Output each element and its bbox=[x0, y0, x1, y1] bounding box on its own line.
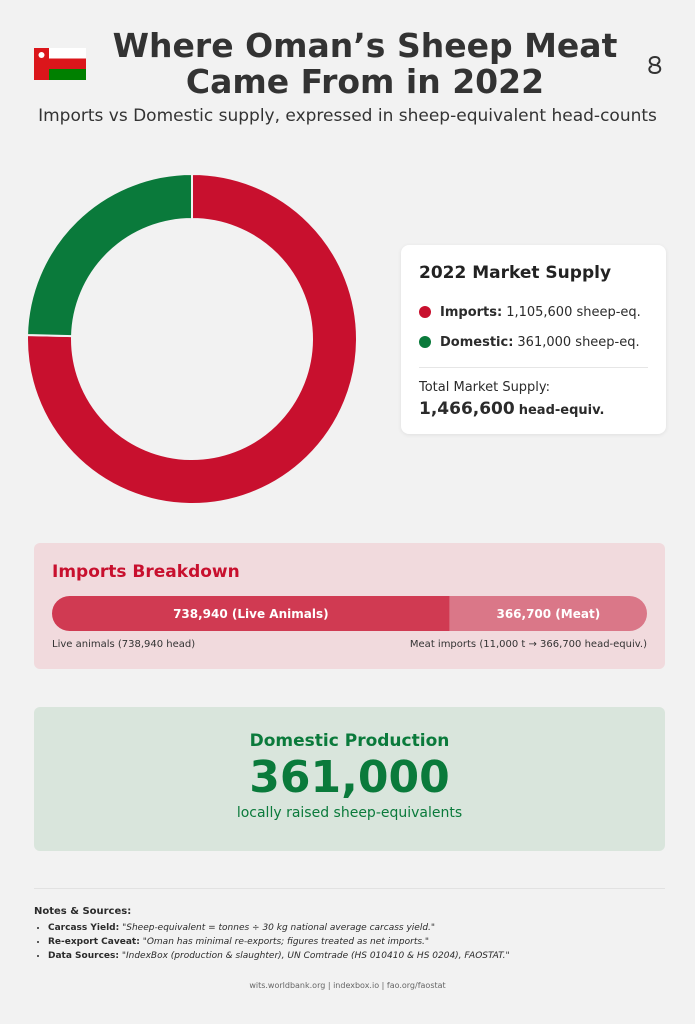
divider bbox=[419, 367, 648, 368]
legend-value: 1,105,600 sheep-eq. bbox=[506, 304, 641, 320]
domestic-panel: Domestic Production 361,000 locally rais… bbox=[34, 707, 665, 851]
total: 1,466,600 head-equiv. bbox=[419, 399, 648, 419]
note-label: Carcass Yield: bbox=[48, 923, 120, 933]
legend-swatch bbox=[419, 336, 431, 348]
legend-swatch bbox=[419, 306, 431, 318]
flag-hoist bbox=[34, 48, 49, 80]
title: Where Oman’s Sheep Meat Came From in 202… bbox=[112, 26, 618, 101]
note-text: "IndexBox (production & slaughter), UN C… bbox=[121, 951, 510, 961]
note-label: Data Sources: bbox=[48, 951, 119, 961]
logo-glyph bbox=[648, 56, 662, 75]
total-unit: head-equiv. bbox=[518, 403, 605, 418]
bar-note: Live animals (738,940 head) bbox=[52, 639, 196, 650]
domestic-title: Domestic Production bbox=[249, 731, 450, 751]
legend-value: 361,000 sheep-eq. bbox=[517, 334, 640, 350]
bar-note: Meat imports (11,000 t → 366,700 head-eq… bbox=[409, 639, 647, 650]
imports-title: Imports Breakdown bbox=[52, 562, 240, 582]
legend-item: Domestic: 361,000 sheep-eq. bbox=[419, 327, 648, 357]
donut-segment bbox=[26, 172, 358, 505]
total-caption: Total Market Supply: bbox=[419, 380, 551, 395]
bar-segment bbox=[52, 596, 450, 631]
flag-emblem bbox=[38, 52, 45, 58]
flag-green bbox=[34, 69, 86, 80]
total-value: 1,466,600 bbox=[419, 399, 515, 419]
legend-label: Imports: bbox=[440, 304, 503, 320]
domestic-value: 361,000 bbox=[249, 752, 450, 803]
donut-chart bbox=[26, 172, 358, 505]
flag-red bbox=[34, 58, 86, 70]
donut-segment bbox=[26, 172, 193, 338]
flag bbox=[34, 48, 86, 80]
bar-segment bbox=[449, 596, 647, 631]
note-item: Carcass Yield: "Sheep-equivalent = tonne… bbox=[48, 923, 664, 933]
notes-title: Notes & Sources: bbox=[34, 906, 132, 917]
note-item: Re-export Caveat: "Oman has minimal re-e… bbox=[48, 937, 664, 947]
logo bbox=[648, 56, 662, 75]
note-text: "Oman has minimal re-exports; figures tr… bbox=[142, 937, 430, 947]
legend-label: Domestic: bbox=[440, 334, 514, 350]
legend-item: Imports: 1,105,600 sheep-eq. bbox=[419, 297, 648, 327]
bar-label: 366,700 (Meat) bbox=[496, 607, 600, 621]
note-text: "Sheep-equivalent = tonnes ÷ 30 kg natio… bbox=[122, 923, 436, 933]
bar-label: 738,940 (Live Animals) bbox=[173, 607, 329, 621]
note-label: Re-export Caveat: bbox=[48, 937, 140, 947]
domestic-caption: locally raised sheep-equivalents bbox=[236, 805, 463, 821]
divider bbox=[34, 888, 665, 889]
flag-white bbox=[34, 48, 86, 59]
legend-title: 2022 Market Supply bbox=[419, 263, 612, 283]
notes-list: Carcass Yield: "Sheep-equivalent = tonne… bbox=[34, 923, 664, 961]
notes: Notes & Sources: Carcass Yield: "Sheep-e… bbox=[34, 906, 664, 965]
footer-links: wits.worldbank.org | indexbox.io | fao.o… bbox=[249, 981, 446, 990]
bar-group bbox=[52, 596, 647, 631]
legend-card: 2022 Market Supply Imports: 1,105,600 she… bbox=[401, 245, 666, 434]
note-item: Data Sources: "IndexBox (production & sl… bbox=[48, 951, 664, 961]
imports-panel: Imports Breakdown 738,940 (Live Animals)… bbox=[34, 543, 665, 669]
subtitle: Imports vs Domestic supply, expressed in… bbox=[38, 106, 657, 126]
imports-bar: 738,940 (Live Animals) 366,700 (Meat) bbox=[52, 596, 647, 631]
